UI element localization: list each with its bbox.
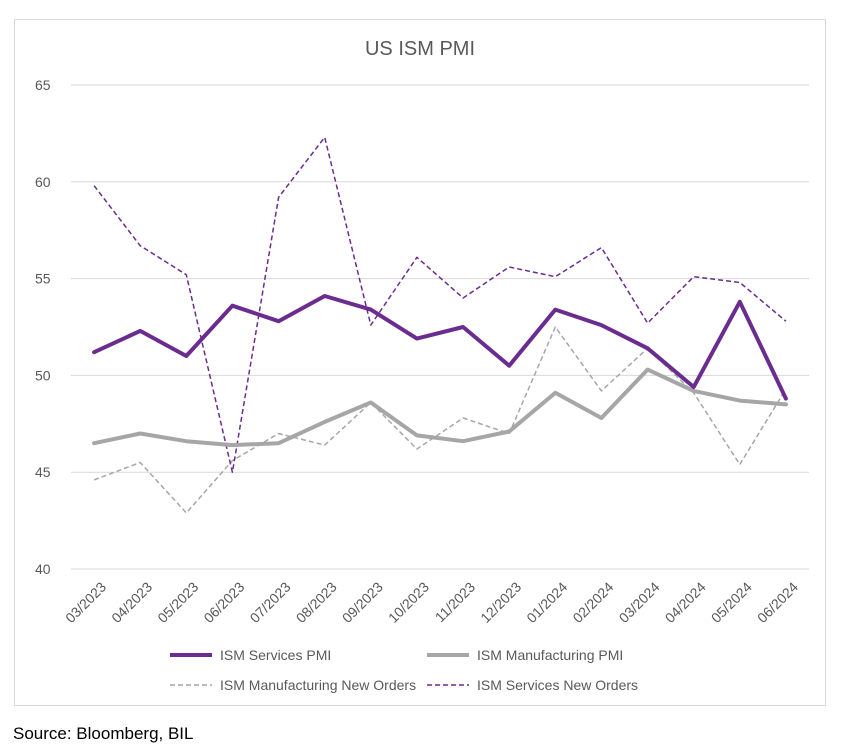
chart-frame: US ISM PMI 40 45 50 55 60 65 03/2023 04/2023 05… [14,19,826,706]
x-tick-label: 08/2023 [293,579,340,626]
source-note: Source: Bloomberg, BIL [13,724,194,743]
x-tick-label: 03/2024 [616,579,663,626]
y-tick-label: 60 [35,174,51,190]
x-tick-label: 11/2023 [432,579,479,626]
series-line-0 [92,294,788,401]
x-tick-label: 10/2023 [385,579,432,626]
y-tick-label: 40 [35,561,51,577]
legend: ISM Services PMI ISM Manufacturing PMI ISM… [170,647,638,693]
chart-title: US ISM PMI [365,38,475,60]
x-tick-label: 07/2023 [247,579,294,626]
x-tick-label: 01/2024 [523,579,570,626]
gridlines [71,84,809,570]
x-tick-label: 04/2023 [108,579,155,626]
legend-label: ISM Manufacturing PMI [477,647,623,663]
y-axis-ticks: 40 45 50 55 60 65 [35,77,51,577]
x-tick-label: 09/2023 [339,579,386,626]
x-tick-label: 03/2023 [62,579,109,626]
series-line-2 [93,326,787,514]
x-tick-label: 06/2023 [200,579,247,626]
y-tick-label: 55 [35,271,51,287]
y-tick-label: 45 [35,464,51,480]
legend-label: ISM Manufacturing New Orders [220,677,416,693]
series-lines [92,136,788,514]
x-tick-label: 05/2023 [154,579,201,626]
y-tick-label: 65 [35,77,51,93]
legend-label: ISM Services PMI [220,647,331,663]
x-axis-ticks: 03/2023 04/2023 05/2023 06/2023 07/2023 08/20… [62,579,801,626]
x-tick-label: 02/2024 [569,579,616,626]
legend-label: ISM Services New Orders [477,677,638,693]
x-tick-label: 04/2024 [662,579,709,626]
series-line-3 [93,136,787,473]
x-tick-label: 05/2024 [708,579,755,626]
x-tick-label: 06/2024 [754,579,801,626]
x-tick-label: 12/2023 [477,579,524,626]
y-tick-label: 50 [35,367,51,383]
series-line-1 [92,367,788,448]
